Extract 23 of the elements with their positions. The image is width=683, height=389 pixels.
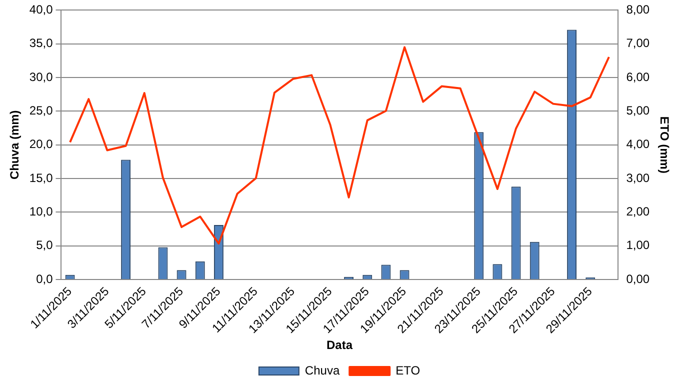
y2-tick-label: 4,00 xyxy=(626,137,650,152)
y-tick-label: 15,0 xyxy=(29,170,54,185)
y-tick-label: 35,0 xyxy=(29,36,54,50)
x-axis-title: Data xyxy=(326,338,353,352)
y-tick-label: 10,0 xyxy=(29,204,54,219)
y2-tick-label: 6,00 xyxy=(626,70,650,84)
y2-tick-label: 7,00 xyxy=(626,36,650,50)
y2-tick-label: 2,00 xyxy=(626,204,650,219)
legend-label: ETO xyxy=(396,363,420,378)
y2-tick-label: 1,00 xyxy=(626,238,650,252)
y2-tick-label: 3,00 xyxy=(626,170,650,185)
legend-label: Chuva xyxy=(304,363,340,378)
y-tick-label: 5,0 xyxy=(36,238,54,252)
y-tick-label: 40,0 xyxy=(29,2,54,17)
y-tick-label: 25,0 xyxy=(29,104,54,118)
y2-tick-label: 8,00 xyxy=(626,2,650,17)
y2-tick-label: 0,00 xyxy=(626,272,650,286)
y-tick-label: 20,0 xyxy=(29,137,54,152)
y-tick-label: 30,0 xyxy=(29,70,54,84)
y2-axis-title: ETO (mm) xyxy=(657,116,672,174)
y-tick-label: 0,0 xyxy=(36,272,54,286)
y2-tick-label: 5,00 xyxy=(626,104,650,118)
y-axis-title: Chuva (mm) xyxy=(8,110,22,180)
